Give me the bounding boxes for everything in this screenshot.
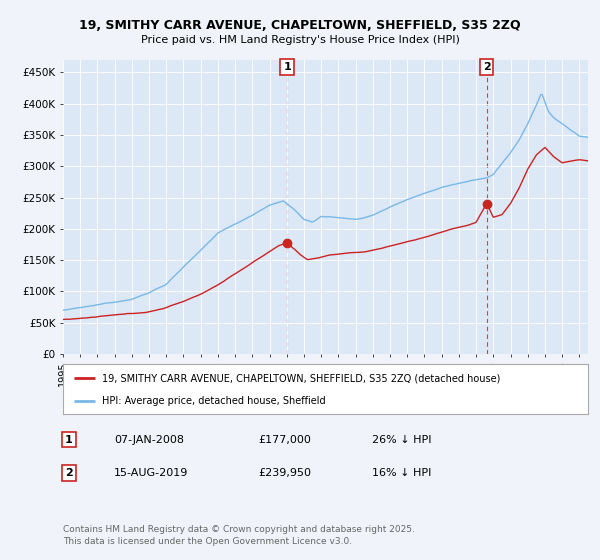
Text: 26% ↓ HPI: 26% ↓ HPI — [372, 435, 431, 445]
Text: 1: 1 — [283, 62, 291, 72]
Text: Contains HM Land Registry data © Crown copyright and database right 2025.
This d: Contains HM Land Registry data © Crown c… — [63, 525, 415, 546]
Text: 19, SMITHY CARR AVENUE, CHAPELTOWN, SHEFFIELD, S35 2ZQ: 19, SMITHY CARR AVENUE, CHAPELTOWN, SHEF… — [79, 18, 521, 32]
Text: Price paid vs. HM Land Registry's House Price Index (HPI): Price paid vs. HM Land Registry's House … — [140, 35, 460, 45]
Text: 15-AUG-2019: 15-AUG-2019 — [114, 468, 188, 478]
Text: £177,000: £177,000 — [258, 435, 311, 445]
Text: £239,950: £239,950 — [258, 468, 311, 478]
Text: 1: 1 — [65, 435, 73, 445]
Text: 07-JAN-2008: 07-JAN-2008 — [114, 435, 184, 445]
Text: 2: 2 — [483, 62, 491, 72]
Text: 2: 2 — [65, 468, 73, 478]
Text: HPI: Average price, detached house, Sheffield: HPI: Average price, detached house, Shef… — [103, 396, 326, 406]
Text: 19, SMITHY CARR AVENUE, CHAPELTOWN, SHEFFIELD, S35 2ZQ (detached house): 19, SMITHY CARR AVENUE, CHAPELTOWN, SHEF… — [103, 373, 501, 383]
Text: 16% ↓ HPI: 16% ↓ HPI — [372, 468, 431, 478]
